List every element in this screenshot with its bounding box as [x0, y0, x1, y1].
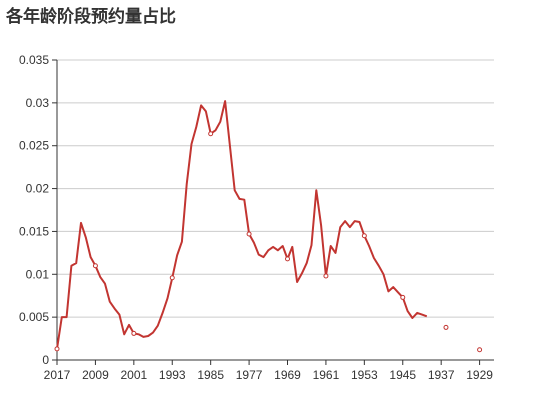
y-tick-label: 0.02: [26, 182, 50, 196]
series-line: [56, 100, 428, 350]
grid-layer: [57, 59, 494, 318]
data-point: [208, 131, 214, 137]
data-point: [169, 275, 175, 281]
x-tick-label: 1945: [389, 368, 416, 382]
y-tick-label: 0.025: [19, 139, 49, 153]
data-point: [54, 346, 60, 352]
x-tick-label: 1985: [197, 368, 224, 382]
x-tick-label: 1961: [313, 368, 340, 382]
data-point: [400, 294, 406, 300]
x-tick-label: 1993: [159, 368, 186, 382]
y-tick-label: 0.005: [19, 310, 49, 324]
data-point: [443, 324, 449, 330]
y-tick-label: 0.035: [19, 53, 49, 67]
data-point: [477, 347, 483, 353]
data-point: [285, 256, 291, 262]
x-tick-label: 2009: [82, 368, 109, 382]
x-tick-label: 2001: [120, 368, 147, 382]
y-tick-label: 0.01: [26, 267, 50, 281]
x-tick-label: 1977: [236, 368, 263, 382]
data-point: [361, 233, 367, 239]
axis-layer: 0 0.005 0.01 0.015 0.02 0.025 0.03 0.035 2017 200…: [19, 53, 494, 382]
data-point: [131, 330, 137, 336]
y-tick-label: 0: [42, 353, 49, 367]
data-point: [92, 263, 98, 269]
x-tick-label: 1929: [466, 368, 493, 382]
x-tick-label: 1969: [274, 368, 301, 382]
x-tick-label: 1953: [351, 368, 378, 382]
y-tick-label: 0.03: [26, 96, 50, 110]
x-tick-label: 2017: [44, 368, 71, 382]
chart-title: 各年龄阶段预约量占比: [6, 7, 176, 27]
data-point: [246, 231, 252, 237]
x-tick-label: 1937: [428, 368, 455, 382]
data-point: [323, 273, 329, 279]
y-tick-label: 0.015: [19, 224, 49, 238]
line-layer: [56, 100, 428, 350]
marker-layer: [54, 131, 483, 353]
